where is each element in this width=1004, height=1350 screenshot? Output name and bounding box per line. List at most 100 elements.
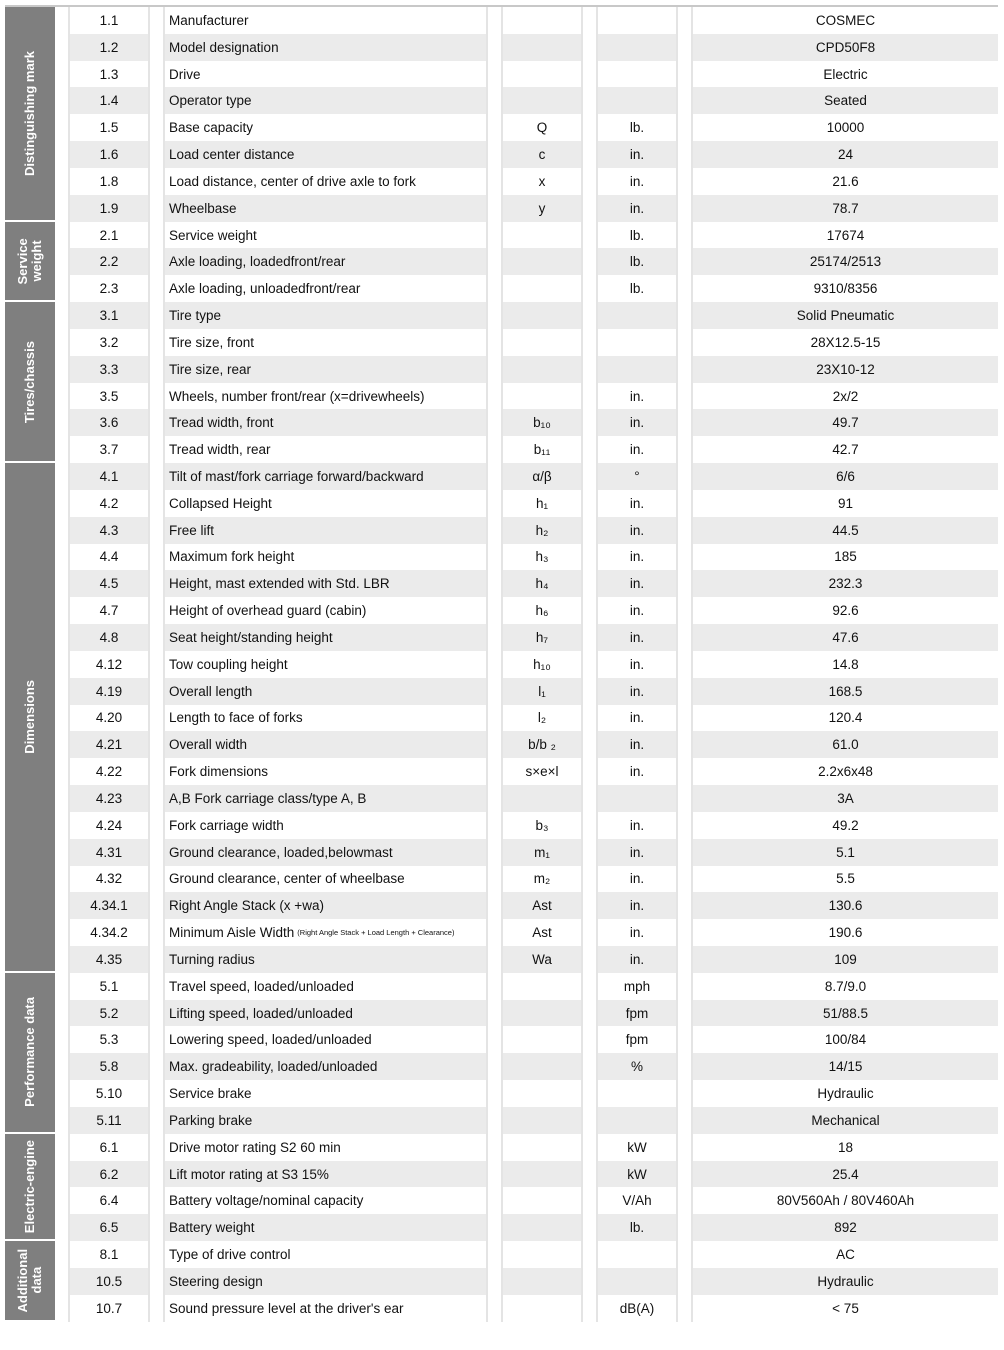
unit-text: in. (629, 951, 645, 967)
cell-num: 6.5 (70, 1214, 150, 1242)
spacer-cell (583, 677, 598, 705)
cell-desc: Battery weight (165, 1214, 488, 1242)
spacer-cell (678, 516, 693, 544)
table-row: 10.5 Steering design Hydraulic (55, 1267, 998, 1295)
cell-unit: in. (598, 516, 678, 544)
spacer-cell (488, 624, 503, 651)
spacer-cell (55, 999, 70, 1027)
spacer-cell (150, 87, 165, 115)
num-text: 4.34.1 (90, 898, 128, 914)
cell-sym (503, 1267, 583, 1295)
num-text: 4.24 (95, 817, 123, 833)
val-text: 21.6 (832, 173, 859, 189)
spacer-cell (583, 302, 598, 329)
cell-unit: in. (598, 597, 678, 625)
cell-num: 4.7 (70, 597, 150, 625)
num-text: 6.2 (99, 1166, 119, 1182)
spacer-cell (488, 731, 503, 759)
spacer-cell (488, 489, 503, 517)
desc-text: Type of drive control (169, 1247, 291, 1262)
cell-num: 2.2 (70, 248, 150, 276)
spacer-cell (55, 463, 70, 490)
cell-num: 4.23 (70, 785, 150, 812)
spacer-cell (583, 919, 598, 946)
cell-desc: Travel speed, loaded/unloaded (165, 972, 488, 1000)
desc-text: Lowering speed, loaded/unloaded (169, 1032, 372, 1048)
spacer-cell (488, 302, 503, 329)
cell-unit (598, 7, 678, 34)
desc-text: Lifting speed, loaded/unloaded (169, 1005, 353, 1021)
sym-text: h₃ (535, 549, 549, 565)
table-row: 3.1 Tire type Solid Pneumatic (55, 302, 998, 329)
cell-val: 49.2 (693, 812, 998, 839)
cell-num: 1.9 (70, 194, 150, 222)
num-text: 10.7 (95, 1300, 123, 1316)
spacer-cell (678, 785, 693, 812)
section-label: Additional data (5, 1241, 55, 1322)
spacer-cell (150, 758, 165, 786)
table-row: 4.12 Tow coupling height h₁₀ in. 14.8 (55, 650, 998, 678)
table-row: 2.1 Service weight lb. 17674 (55, 221, 998, 249)
spacer-cell (583, 999, 598, 1027)
cell-val: 24 (693, 141, 998, 168)
cell-num: 1.2 (70, 33, 150, 61)
spacer-cell (150, 1106, 165, 1134)
cell-sym (503, 7, 583, 34)
cell-unit: in. (598, 731, 678, 759)
spacer-cell (150, 785, 165, 812)
cell-unit: fpm (598, 1026, 678, 1054)
num-text: 1.8 (99, 173, 119, 189)
sym-text: b/b ₂ (528, 737, 556, 753)
cell-unit: in. (598, 167, 678, 195)
spacer-cell (583, 60, 598, 88)
spacer-cell (678, 1106, 693, 1134)
num-text: 1.5 (99, 120, 119, 136)
cell-sym (503, 1053, 583, 1081)
spacer-cell (678, 570, 693, 598)
cell-val: 109 (693, 945, 998, 973)
cell-num: 5.8 (70, 1053, 150, 1081)
cell-unit: in. (598, 543, 678, 571)
unit-text: in. (629, 388, 645, 404)
unit-text: lb. (629, 281, 645, 297)
unit-text: dB(A) (619, 1300, 655, 1316)
num-text: 6.5 (99, 1220, 119, 1236)
spacer-cell (678, 248, 693, 276)
cell-desc: Tread width, front (165, 409, 488, 437)
section: Electric-engine 6.1 Drive motor rating S2 … (5, 1133, 998, 1242)
cell-unit: dB(A) (598, 1294, 678, 1322)
cell-val: Solid Pneumatic (693, 302, 998, 329)
spacer-cell (55, 650, 70, 678)
spacer-cell (55, 624, 70, 651)
val-text: 28X12.5-15 (810, 334, 881, 350)
cell-val: 185 (693, 544, 998, 571)
spacer-cell (55, 892, 70, 920)
spacer-cell (583, 328, 598, 356)
spacer-cell (583, 516, 598, 544)
num-text: 4.21 (95, 737, 123, 753)
cell-num: 3.2 (70, 328, 150, 356)
spacer-cell (488, 919, 503, 946)
cell-unit: fpm (598, 999, 678, 1027)
spacer-cell (150, 60, 165, 88)
val-text: 120.4 (828, 710, 863, 726)
sym-text: h₁₀ (533, 656, 551, 672)
cell-desc: Axle loading, loadedfront/rear (165, 248, 488, 276)
spacer-cell (488, 409, 503, 437)
cell-num: 3.3 (70, 355, 150, 383)
spacer-cell (583, 1241, 598, 1268)
spacer-cell (55, 1133, 70, 1161)
cell-sym: b/b ₂ (503, 731, 583, 759)
val-text: Mechanical (811, 1112, 880, 1128)
table-row: 4.2 Collapsed Height h₁ in. 91 (55, 489, 998, 517)
spacer-cell (678, 1267, 693, 1295)
cell-val: CPD50F8 (693, 33, 998, 61)
spacer-cell (150, 248, 165, 276)
spacer-cell (55, 409, 70, 437)
spacer-cell (150, 1133, 165, 1161)
cell-num: 5.11 (70, 1106, 150, 1134)
cell-val: Hydraulic (693, 1267, 998, 1295)
cell-num: 5.10 (70, 1080, 150, 1107)
cell-sym (503, 972, 583, 1000)
cell-unit: kW (598, 1160, 678, 1188)
